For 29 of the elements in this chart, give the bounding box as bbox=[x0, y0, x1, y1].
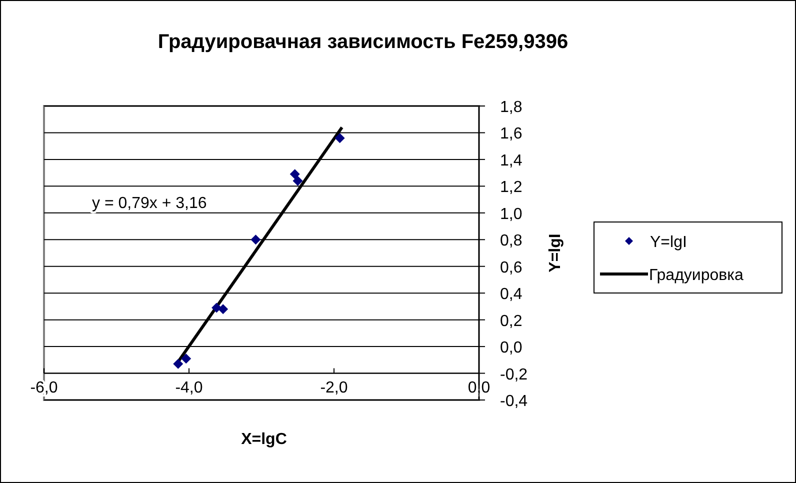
point bbox=[173, 358, 184, 369]
x-tick-label: -4,0 bbox=[175, 379, 203, 396]
annotation: y = 0,79x + 3,16 bbox=[92, 195, 207, 212]
y-tick-label: -0,2 bbox=[500, 366, 528, 384]
point bbox=[290, 169, 300, 180]
x-tick-label: -2,0 bbox=[320, 379, 348, 396]
y-tick-label: 1,6 bbox=[500, 126, 522, 143]
point bbox=[334, 133, 345, 144]
chart-title: Градуировачная зависимость Fe259,9396 bbox=[158, 31, 568, 53]
y-tick-label: 0,8 bbox=[500, 232, 522, 250]
y-tick-label: 0,4 bbox=[500, 286, 522, 304]
point bbox=[218, 304, 228, 314]
y-tick-label: 0,6 bbox=[500, 259, 522, 276]
point bbox=[292, 176, 303, 186]
point bbox=[212, 302, 222, 313]
legend-label: Градуировка bbox=[649, 267, 744, 284]
y-tick-label: 0,0 bbox=[500, 340, 522, 357]
point bbox=[250, 234, 261, 245]
y-tick-label: 0,2 bbox=[500, 312, 522, 330]
legend-label: Y=lgI bbox=[650, 234, 687, 251]
y-tick-label: -0,4 bbox=[500, 393, 528, 410]
y-tick-label: 1,4 bbox=[500, 152, 522, 170]
y-axis-title: Y=lgI bbox=[547, 234, 564, 272]
x-axis-title: X=lgC bbox=[241, 431, 288, 448]
y-tick-label: 1,0 bbox=[500, 206, 522, 223]
x-tick-label: -6,0 bbox=[30, 379, 58, 396]
y-tick-label: 1,2 bbox=[500, 179, 522, 196]
point bbox=[181, 354, 192, 364]
y-tick-label: 1,8 bbox=[500, 99, 522, 116]
